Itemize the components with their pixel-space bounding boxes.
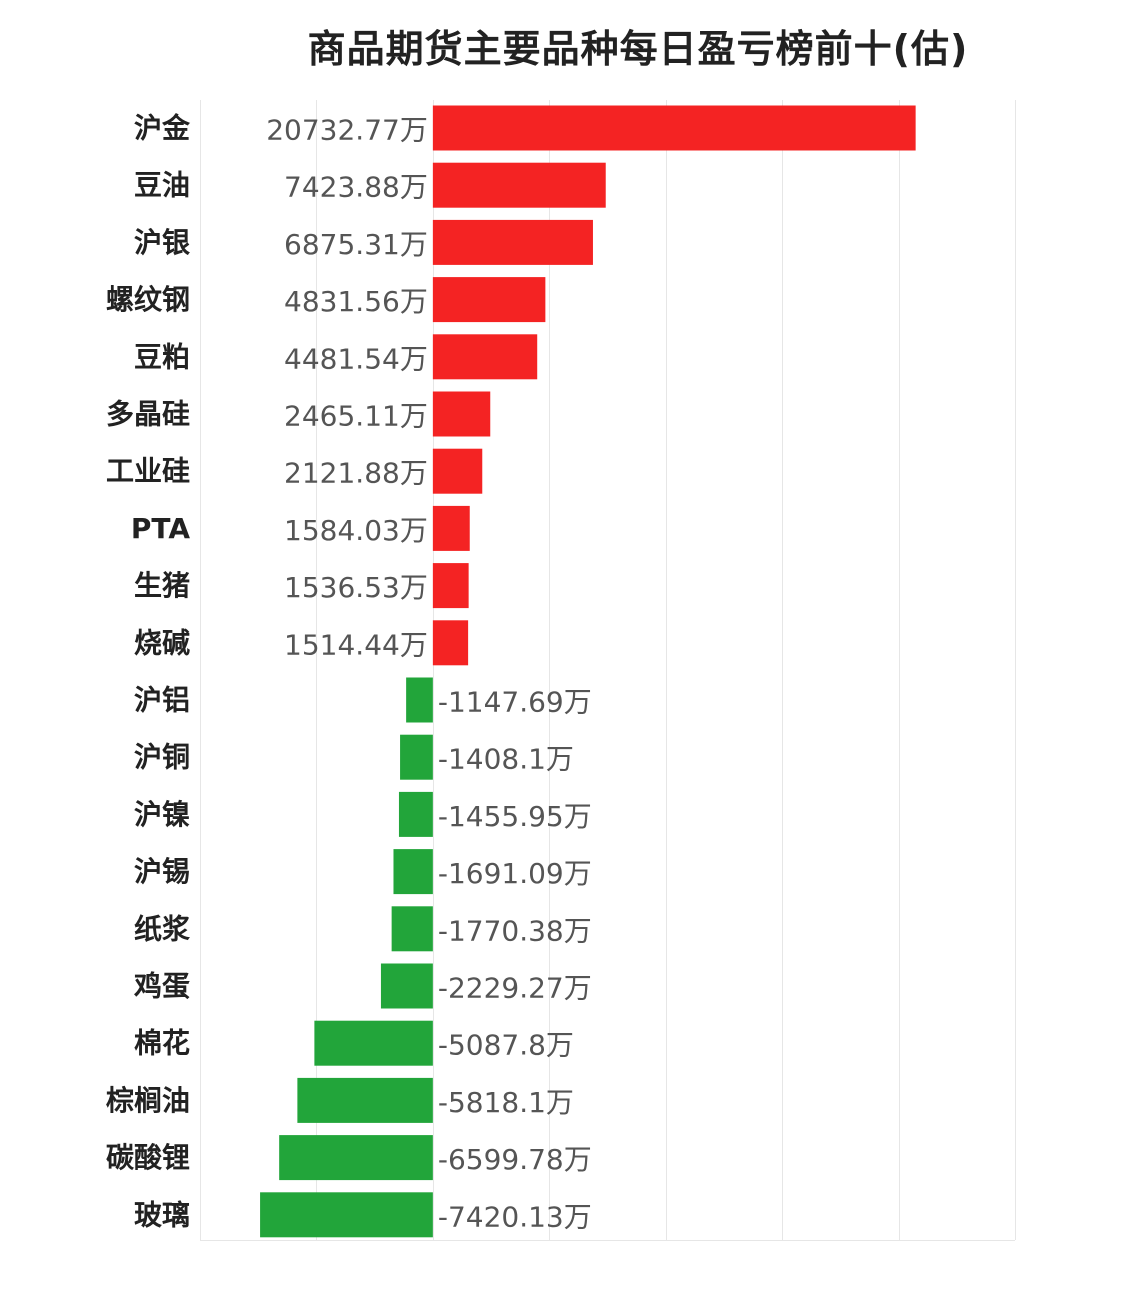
bar-loss: [393, 849, 433, 895]
data-label: 1536.53万: [284, 571, 428, 604]
category-label: 棉花: [134, 1027, 190, 1060]
bar-loss: [391, 906, 433, 952]
category-label: 玻璃: [134, 1198, 190, 1231]
data-label: -5087.8万: [438, 1029, 574, 1062]
bar-profit: [432, 505, 470, 551]
data-label: 20732.77万: [266, 114, 428, 147]
category-label: 沪银: [134, 226, 191, 259]
data-label: 6875.31万: [284, 228, 428, 261]
data-label: 1514.44万: [284, 628, 428, 661]
bar-loss: [297, 1077, 433, 1123]
data-label: -5818.1万: [438, 1086, 574, 1119]
data-label: -1455.95万: [438, 800, 592, 833]
category-label: 鸡蛋: [133, 970, 190, 1003]
bar-layer: [260, 105, 916, 1238]
data-label: 1584.03万: [284, 514, 428, 547]
data-label: -2229.27万: [438, 972, 592, 1005]
bar-profit: [432, 334, 538, 380]
data-label: -1770.38万: [438, 914, 592, 947]
category-label: 工业硅: [106, 455, 190, 488]
data-label: 4831.56万: [284, 285, 428, 318]
category-label: 生猪: [134, 569, 190, 602]
category-label: PTA: [131, 512, 190, 545]
bar-profit: [432, 563, 469, 609]
data-label: -6599.78万: [438, 1143, 592, 1176]
bar-loss: [314, 1020, 433, 1066]
category-label: 沪铜: [134, 741, 190, 774]
data-label: -1408.1万: [438, 743, 574, 776]
category-label: 烧碱: [134, 626, 190, 659]
category-label: 沪镍: [134, 798, 190, 831]
data-label: 2465.11万: [284, 400, 428, 433]
data-label: -1147.69万: [438, 686, 592, 719]
category-label: 沪锡: [134, 855, 190, 888]
category-label: 纸浆: [134, 912, 191, 945]
bar-profit: [432, 277, 546, 323]
bar-loss: [380, 963, 433, 1009]
data-label: 2121.88万: [284, 457, 428, 490]
data-label: -7420.13万: [438, 1200, 592, 1233]
bar-loss: [279, 1135, 433, 1181]
category-label: 沪金: [134, 112, 191, 145]
data-label: 4481.54万: [284, 342, 428, 375]
category-label: 多晶硅: [106, 398, 190, 431]
category-label: 碳酸锂: [106, 1141, 190, 1174]
bar-profit: [432, 105, 916, 151]
category-label: 沪铝: [134, 684, 190, 717]
bar-loss: [406, 677, 433, 723]
data-label: 7423.88万: [284, 171, 428, 204]
bar-profit: [432, 620, 469, 666]
bar-loss: [398, 791, 433, 837]
data-label: -1691.09万: [438, 857, 592, 890]
bar-loss: [400, 734, 433, 780]
bar-profit: [432, 391, 491, 437]
bar-profit: [432, 162, 606, 208]
bar-profit: [432, 448, 483, 494]
chart-title: 商品期货主要品种每日盈亏榜前十(估): [307, 27, 969, 71]
grid-layer: [200, 100, 1016, 1241]
category-label: 棕榈油: [106, 1084, 190, 1117]
bar-loss: [260, 1192, 433, 1238]
category-label: 豆粕: [134, 340, 190, 373]
category-label: 豆油: [134, 169, 190, 202]
bar-profit: [432, 219, 593, 265]
category-label: 螺纹钢: [106, 283, 190, 316]
